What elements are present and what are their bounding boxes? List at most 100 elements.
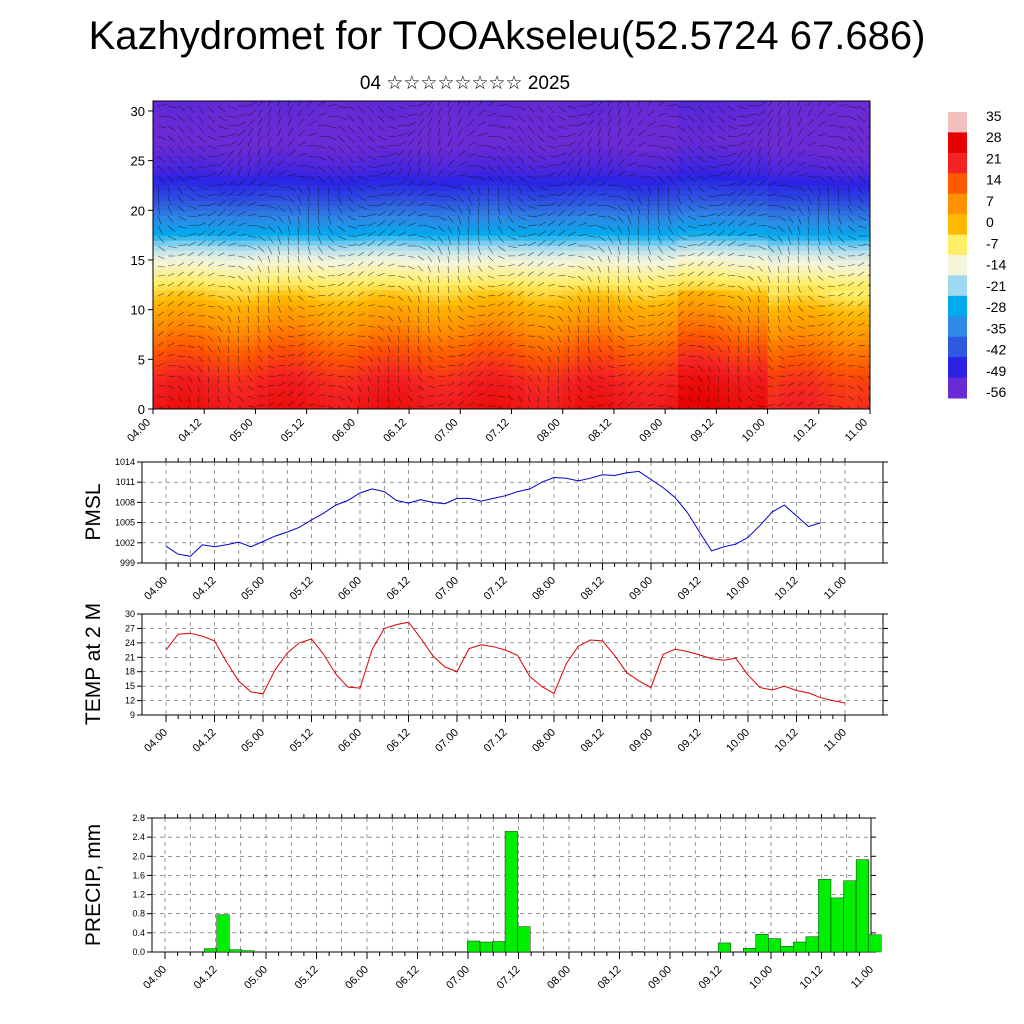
wind-vector — [527, 395, 531, 403]
wind-vector — [217, 160, 226, 167]
wind-vector — [417, 235, 427, 238]
heatmap-cell — [332, 389, 346, 395]
wind-vector — [487, 145, 497, 150]
heatmap-cell — [601, 255, 615, 261]
heatmap-cell — [549, 205, 564, 211]
wind-vector — [607, 345, 614, 351]
heatmap-cell — [652, 250, 666, 256]
heatmap-cell — [229, 205, 244, 211]
heatmap-cell — [293, 120, 308, 127]
heatmap-cell — [204, 135, 218, 142]
wind-vector — [507, 245, 517, 249]
heatmap-cell — [703, 329, 717, 336]
wind-vector — [507, 353, 515, 357]
heatmap-cell — [741, 195, 756, 201]
heatmap-cell — [281, 334, 295, 341]
heatmap-cell — [357, 190, 372, 196]
wind-vector — [517, 145, 524, 154]
heatmap-cell — [473, 145, 487, 152]
heatmap-cell — [677, 160, 692, 167]
wind-vector — [387, 240, 396, 247]
heatmap-cell — [575, 101, 589, 107]
heatmap-cell — [460, 235, 474, 241]
wind-vector — [467, 235, 469, 246]
heatmap-cell — [639, 195, 653, 201]
heatmap-cell — [549, 165, 564, 172]
wind-vector — [607, 255, 611, 263]
heatmap-cell — [613, 225, 628, 231]
wind-vector — [397, 385, 401, 393]
wind-vector — [307, 132, 317, 137]
heatmap-cell — [805, 269, 820, 276]
wind-vector — [367, 165, 377, 169]
heatmap-cell — [204, 170, 218, 177]
heatmap-cell — [818, 125, 833, 132]
heatmap-cell — [396, 180, 410, 187]
wind-vector — [387, 375, 389, 384]
heatmap-cell — [434, 190, 449, 196]
wind-vector — [587, 385, 594, 391]
wind-vector — [547, 262, 555, 267]
heatmap-cell — [857, 374, 870, 380]
heatmap-cell — [652, 130, 666, 137]
heatmap-cell — [281, 255, 295, 261]
heatmap-cell — [255, 349, 269, 355]
heatmap-cell — [165, 324, 180, 331]
heatmap-cell — [370, 195, 385, 201]
heatmap-cell — [601, 230, 615, 236]
wind-vector — [457, 315, 464, 321]
heatmap-cell — [242, 190, 257, 196]
heatmap-cell — [281, 101, 295, 107]
heatmap-cell — [498, 160, 513, 167]
heatmap-cell — [165, 344, 180, 350]
wind-vector — [637, 361, 644, 367]
wind-vector — [527, 302, 535, 307]
heatmap-cell — [716, 170, 730, 177]
heatmap-cell — [460, 145, 474, 152]
heatmap-cell — [780, 255, 794, 261]
wind-vector — [527, 195, 536, 201]
wind-vector — [287, 305, 293, 312]
wind-vector — [507, 145, 515, 153]
wind-vector — [517, 225, 527, 229]
wind-vector — [567, 385, 571, 393]
heatmap-cell — [716, 195, 730, 201]
heatmap-cell — [549, 319, 564, 326]
heatmap-cell — [626, 384, 641, 390]
heatmap-cell — [357, 299, 372, 306]
heatmap-cell — [204, 175, 218, 182]
heatmap-cell — [639, 279, 653, 286]
heatmap-cell — [229, 155, 244, 162]
heatmap-cell — [357, 150, 372, 157]
wind-vector — [227, 295, 234, 301]
wind-vector — [407, 233, 417, 237]
heatmap-cell — [793, 339, 807, 346]
wind-vector — [197, 213, 207, 217]
wind-vector — [277, 215, 284, 224]
heatmap-cell — [370, 130, 385, 137]
heatmap-cell — [191, 110, 205, 117]
heatmap-cell — [434, 105, 449, 112]
wind-vector — [337, 311, 344, 317]
heatmap-cell — [409, 304, 423, 311]
heatmap-cell — [242, 105, 257, 112]
wind-vector — [197, 221, 207, 227]
heatmap-cell — [716, 200, 730, 206]
wind-vector — [347, 195, 354, 204]
wind-vector — [167, 115, 177, 120]
heatmap-cell — [242, 220, 257, 226]
wind-vector — [407, 255, 415, 258]
heatmap-cell — [447, 299, 461, 306]
heatmap-cell — [588, 150, 602, 157]
heatmap-cell — [268, 279, 282, 286]
heatmap-cell — [332, 379, 346, 385]
heatmap-cell — [217, 220, 231, 226]
wind-vector — [557, 252, 565, 257]
wind-vector — [197, 375, 201, 383]
heatmap-cell — [741, 334, 756, 341]
heatmap-cell — [204, 255, 218, 261]
heatmap-cell — [831, 125, 845, 132]
heatmap-cell — [549, 339, 564, 346]
heatmap-cell — [844, 374, 858, 380]
wind-vector — [477, 109, 485, 117]
